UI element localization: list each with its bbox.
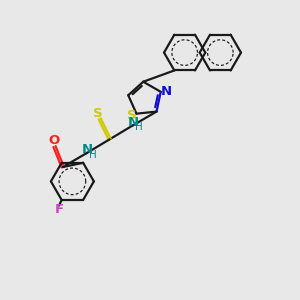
Text: H: H	[89, 150, 97, 160]
Text: O: O	[48, 134, 59, 148]
Text: H: H	[135, 122, 143, 132]
Text: N: N	[128, 116, 139, 129]
Text: F: F	[55, 203, 64, 216]
Text: N: N	[160, 85, 172, 98]
Text: N: N	[82, 143, 93, 156]
Text: S: S	[127, 109, 136, 122]
Text: S: S	[93, 107, 103, 120]
